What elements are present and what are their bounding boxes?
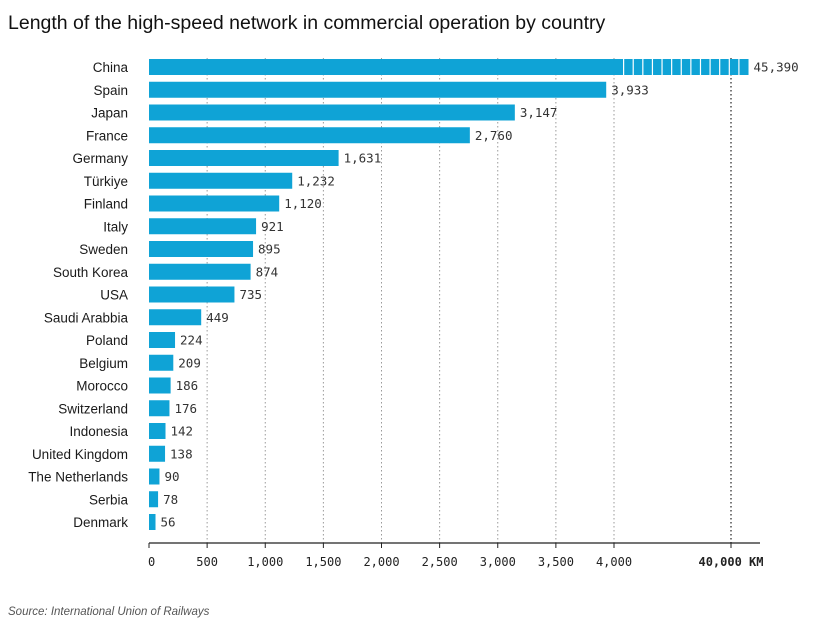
value-label-indonesia: 142 (171, 424, 194, 439)
bar-morocco (149, 377, 171, 394)
value-label-morocco: 186 (176, 378, 199, 393)
value-label-switzerland: 176 (174, 401, 197, 416)
category-label-italy: Italy (103, 219, 128, 234)
x-tick-label: 0 (148, 555, 155, 569)
category-label-usa: USA (100, 288, 128, 303)
x-tick-label: 2,000 (363, 555, 399, 569)
value-label-belgium: 209 (178, 355, 201, 370)
value-label-spain: 3,933 (611, 82, 649, 97)
value-label-italy: 921 (261, 219, 284, 234)
value-label-saudi-arabbia: 449 (206, 310, 229, 325)
bar-belgium (149, 354, 174, 371)
x-tick-label-break: 40,000 KM (698, 555, 763, 569)
value-label-finland: 1,120 (284, 196, 322, 211)
value-label-france: 2,760 (475, 128, 513, 143)
bar-serbia (149, 491, 159, 508)
category-label-germany: Germany (72, 151, 128, 166)
category-label-finland: Finland (84, 197, 128, 212)
category-label-indonesia: Indonesia (69, 424, 128, 439)
x-tick-label: 500 (196, 555, 218, 569)
value-label-t-rkiye: 1,232 (297, 173, 335, 188)
value-label-usa: 735 (239, 287, 262, 302)
value-label-denmark: 56 (161, 515, 176, 530)
bar-japan (149, 104, 515, 121)
category-label-serbia: Serbia (89, 492, 129, 507)
value-label-poland: 224 (180, 333, 203, 348)
value-label-germany: 1,631 (344, 151, 382, 166)
category-label-japan: Japan (91, 106, 128, 121)
category-label-poland: Poland (86, 333, 128, 348)
bar-south-korea (149, 263, 251, 280)
category-label-switzerland: Switzerland (58, 401, 128, 416)
x-tick-label: 1,000 (247, 555, 283, 569)
category-label-denmark: Denmark (73, 515, 128, 530)
category-label-saudi-arabbia: Saudi Arabbia (44, 310, 129, 325)
category-label-sweden: Sweden (79, 242, 128, 257)
value-label-sweden: 895 (258, 242, 281, 257)
bar-poland (149, 332, 176, 348)
category-labels: China Spain Japan France Germany Türkiye Finla… (28, 60, 128, 530)
source-note: Source: International Union of Railways (8, 606, 210, 618)
bar-switzerland (149, 400, 170, 417)
x-tick-label: 3,500 (538, 555, 574, 569)
category-label-t-rkiye: Türkiye (84, 174, 128, 189)
bar-united-kingdom (149, 445, 166, 462)
value-label-serbia: 78 (163, 492, 178, 507)
x-tick-label: 3,000 (480, 555, 516, 569)
bar-spain (149, 81, 607, 98)
x-tick-label: 4,000 (596, 555, 632, 569)
bar-the-netherlands (149, 468, 160, 485)
value-label-united-kingdom: 138 (170, 446, 193, 461)
category-label-china: China (93, 60, 129, 75)
bar-indonesia (149, 423, 166, 439)
value-label-japan: 3,147 (520, 105, 558, 120)
value-label-china: 45,390 (754, 60, 799, 75)
x-tick-label: 1,500 (305, 555, 341, 569)
category-label-united-kingdom: United Kingdom (32, 447, 128, 462)
bars (149, 59, 749, 530)
bar-france (149, 127, 470, 144)
x-tick-label: 2,500 (422, 555, 458, 569)
value-label-south-korea: 874 (256, 264, 279, 279)
category-label-south-korea: South Korea (53, 265, 129, 280)
bar-t-rkiye (149, 172, 293, 189)
bar-denmark (149, 514, 156, 530)
category-label-the-netherlands: The Netherlands (28, 470, 128, 485)
bar-germany (149, 150, 339, 166)
value-label-the-netherlands: 90 (164, 469, 179, 484)
category-label-morocco: Morocco (76, 379, 128, 394)
bar-usa (149, 286, 235, 303)
x-axis: 0 500 1,000 1,500 2,000 2,500 3,000 3,500 4,000 4… (148, 542, 764, 569)
bar-china (149, 59, 749, 75)
bar-saudi-arabbia (149, 309, 202, 326)
category-label-belgium: Belgium (79, 356, 128, 371)
category-label-spain: Spain (93, 83, 128, 98)
bar-sweden (149, 241, 254, 257)
chart-title: Length of the high-speed network in comm… (8, 12, 606, 34)
category-label-france: France (86, 128, 128, 143)
bar-italy (149, 218, 257, 235)
bar-finland (149, 195, 280, 212)
